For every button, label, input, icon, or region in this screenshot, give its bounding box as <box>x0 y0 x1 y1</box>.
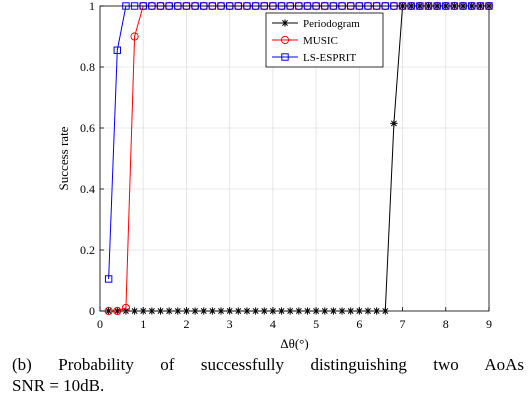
x-tick-label: 8 <box>443 317 449 331</box>
legend-marker-music <box>280 35 290 45</box>
figure-caption-line-1: (b) Probability of successfully distingu… <box>12 355 524 374</box>
x-tick-label: 2 <box>183 317 189 331</box>
legend-label-ls-esprit: LS-ESPRIT <box>303 52 356 64</box>
x-tick-label: 7 <box>400 317 406 331</box>
x-tick-label: 6 <box>356 317 362 331</box>
x-tick-label: 5 <box>313 317 319 331</box>
data-point-ls-esprit <box>113 46 121 54</box>
y-tick-label: 0.6 <box>80 121 95 135</box>
x-tick-label: 0 <box>97 317 103 331</box>
x-tick-label: 4 <box>270 317 276 331</box>
y-tick-label: 1 <box>89 0 95 13</box>
data-point-periodogram <box>390 119 398 128</box>
figure-caption-line-2: SNR = 10dB. <box>12 376 105 395</box>
axis-ticks: 0 1 2 3 4 5 6 7 8 9 0 0.2 0.4 0.6 0.8 1 <box>80 0 492 331</box>
data-point-music <box>130 32 139 41</box>
y-tick-label: 0 <box>89 304 95 318</box>
y-tick-label: 0.2 <box>80 243 95 257</box>
data-point-ls-esprit <box>104 275 113 283</box>
legend-marker-periodogram <box>281 19 289 27</box>
y-tick-label: 0.8 <box>80 60 95 74</box>
data-point-music <box>121 303 131 313</box>
y-axis-label: Success rate <box>56 126 71 190</box>
legend: Periodogram MUSIC LS-ESPRIT <box>265 12 384 68</box>
legend-label-music: MUSIC <box>303 35 338 47</box>
x-tick-label: 1 <box>140 317 146 331</box>
plot-frame <box>99 5 490 312</box>
legend-label-periodogram: Periodogram <box>303 18 360 30</box>
x-axis-label: Δθ(°) <box>280 336 308 350</box>
y-tick-label: 0.4 <box>80 182 95 196</box>
legend-marker-ls-esprit <box>281 53 289 61</box>
x-tick-label: 3 <box>227 317 233 331</box>
x-tick-label: 9 <box>486 317 492 331</box>
success-rate-chart: 0 1 2 3 4 5 6 7 8 9 0 0.2 0.4 0.6 0.8 1 Δθ(°) Success r… <box>56 0 494 350</box>
